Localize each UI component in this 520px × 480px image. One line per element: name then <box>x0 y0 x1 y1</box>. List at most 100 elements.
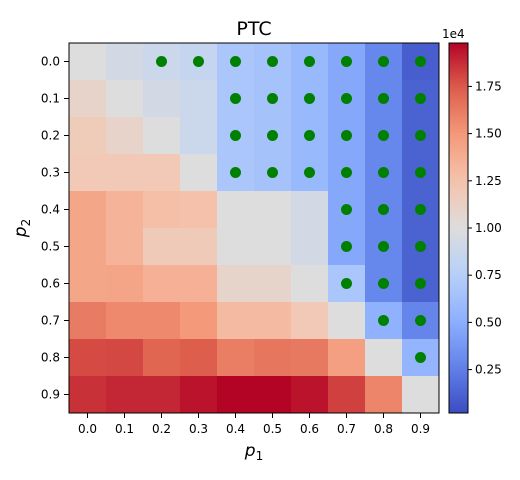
marker-dot-r2-c7 <box>341 130 352 141</box>
marker-dot-r2-c5 <box>267 130 278 141</box>
marker-dot-r1-c6 <box>304 93 315 104</box>
heatmap-cell-r7-c3 <box>180 302 218 340</box>
heatmap-cell-r4-c6 <box>291 191 329 229</box>
heatmap-cell-r9-c5 <box>254 376 292 414</box>
heatmap-cell-r9-c8 <box>365 376 403 414</box>
heatmap-cell-r3-c1 <box>106 154 144 192</box>
heatmap-cell-r3-c3 <box>180 154 218 192</box>
marker-dot-r0-c5 <box>267 56 278 67</box>
marker-dot-r0-c6 <box>304 56 315 67</box>
y-tick-label: 0.2 <box>41 129 60 143</box>
heatmap-cell-r7-c2 <box>143 302 181 340</box>
colorbar-tick-label: 1.50 <box>475 127 502 141</box>
heatmap-cell-r8-c7 <box>328 339 366 377</box>
y-tick-label: 0.4 <box>41 203 60 217</box>
heatmap-cell-r0-c0 <box>69 43 107 81</box>
heatmap-cell-r7-c7 <box>328 302 366 340</box>
y-axis-label: p2 <box>11 219 33 238</box>
heatmap-cell-r1-c1 <box>106 80 144 118</box>
heatmap-cell-r9-c4 <box>217 376 255 414</box>
marker-dot-r0-c3 <box>193 56 204 67</box>
heatmap-cell-r1-c0 <box>69 80 107 118</box>
heatmap-cell-r6-c2 <box>143 265 181 303</box>
marker-dot-r0-c7 <box>341 56 352 67</box>
marker-dot-r3-c7 <box>341 167 352 178</box>
marker-dot-r2-c8 <box>378 130 389 141</box>
heatmap-cell-r8-c1 <box>106 339 144 377</box>
heatmap-cell-r5-c3 <box>180 228 218 266</box>
heatmap-cell-r6-c3 <box>180 265 218 303</box>
heatmap-cell-r5-c5 <box>254 228 292 266</box>
heatmap-cell-r5-c2 <box>143 228 181 266</box>
colorbar-tick-label: 0.25 <box>475 363 502 377</box>
x-tick-label: 0.6 <box>300 422 319 436</box>
heatmap-cell-r4-c5 <box>254 191 292 229</box>
y-tick-label: 0.8 <box>41 351 60 365</box>
y-axis-label-subscript: 2 <box>19 219 33 227</box>
marker-dot-r4-c9 <box>415 204 426 215</box>
marker-dot-r5-c8 <box>378 241 389 252</box>
heatmap-cell-r4-c0 <box>69 191 107 229</box>
marker-dot-r2-c9 <box>415 130 426 141</box>
chart-title: PTC <box>236 18 271 40</box>
x-tick-label: 0.1 <box>115 422 134 436</box>
marker-dot-r3-c9 <box>415 167 426 178</box>
y-axis-ticks: 0.0 0.1 0.2 0.3 0.4 0.5 0.6 0.7 0.8 0.9 <box>41 55 69 402</box>
marker-dot-r4-c8 <box>378 204 389 215</box>
x-tick-label: 0.2 <box>152 422 171 436</box>
marker-dot-r0-c2 <box>156 56 167 67</box>
heatmap-cell-r8-c6 <box>291 339 329 377</box>
marker-dot-r0-c9 <box>415 56 426 67</box>
heatmap-cell-r9-c3 <box>180 376 218 414</box>
marker-dot-r3-c8 <box>378 167 389 178</box>
heatmap-cell-r6-c5 <box>254 265 292 303</box>
y-tick-label: 0.9 <box>41 388 60 402</box>
y-tick-label: 0.7 <box>41 314 60 328</box>
heatmap-cell-r9-c1 <box>106 376 144 414</box>
heatmap-cell-r4-c3 <box>180 191 218 229</box>
colorbar-ticks: 0.25 0.50 0.75 1.00 1.25 1.50 1.75 <box>468 79 502 377</box>
heatmap-cell-r7-c0 <box>69 302 107 340</box>
heatmap-cell-r8-c3 <box>180 339 218 377</box>
heatmap-cell-r9-c6 <box>291 376 329 414</box>
colorbar-tick-label: 1.25 <box>475 174 502 188</box>
marker-dot-r0-c4 <box>230 56 241 67</box>
x-tick-label: 0.5 <box>263 422 282 436</box>
marker-dot-r2-c4 <box>230 130 241 141</box>
heatmap-cell-r9-c2 <box>143 376 181 414</box>
plot-frame <box>68 42 440 414</box>
marker-dot-r1-c4 <box>230 93 241 104</box>
x-tick-label: 0.4 <box>226 422 245 436</box>
x-axis-label: p1 <box>244 441 263 463</box>
heatmap-cell-r0-c1 <box>106 43 144 81</box>
marker-dot-r7-c9 <box>415 315 426 326</box>
marker-dot-r6-c9 <box>415 278 426 289</box>
marker-dot-r1-c7 <box>341 93 352 104</box>
marker-dot-r1-c5 <box>267 93 278 104</box>
y-tick-label: 0.6 <box>41 277 60 291</box>
marker-dot-r3-c4 <box>230 167 241 178</box>
marker-dot-r5-c9 <box>415 241 426 252</box>
y-axis-label-base: p <box>11 226 31 238</box>
heatmap-cell-r9-c7 <box>328 376 366 414</box>
colorbar-tick-label: 1.00 <box>475 221 502 235</box>
heatmap-cell-r4-c1 <box>106 191 144 229</box>
x-tick-label: 0.9 <box>411 422 430 436</box>
heatmap-cell-r2-c2 <box>143 117 181 155</box>
marker-dot-r6-c8 <box>378 278 389 289</box>
marker-dot-r2-c6 <box>304 130 315 141</box>
colorbar-tick-label: 0.50 <box>475 315 502 329</box>
x-axis-ticks: 0.0 0.1 0.2 0.3 0.4 0.5 0.6 0.7 0.8 0.9 <box>78 413 430 436</box>
heatmap-cell-r4-c4 <box>217 191 255 229</box>
x-tick-label: 0.8 <box>374 422 393 436</box>
heatmap-cell-r2-c1 <box>106 117 144 155</box>
heatmap-cell-r2-c3 <box>180 117 218 155</box>
heatmap-cell-r5-c0 <box>69 228 107 266</box>
heatmap-cell-r3-c0 <box>69 154 107 192</box>
heatmap-cell-r6-c6 <box>291 265 329 303</box>
heatmap-cell-r6-c0 <box>69 265 107 303</box>
heatmap-cell-r7-c1 <box>106 302 144 340</box>
heatmap-cell-r4-c2 <box>143 191 181 229</box>
marker-dot-r4-c7 <box>341 204 352 215</box>
